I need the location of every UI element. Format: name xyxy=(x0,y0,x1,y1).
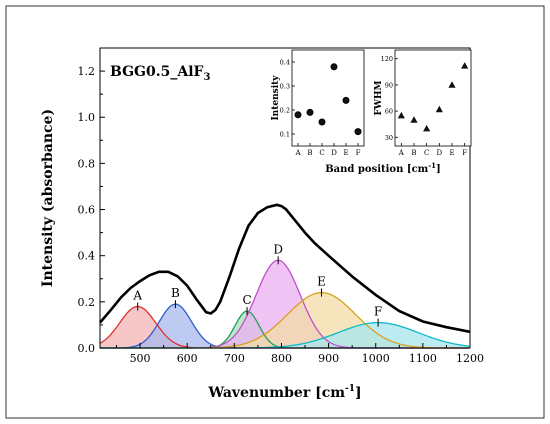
x-tick-label: 600 xyxy=(177,352,198,365)
inset-intensity-y-title: Intensity xyxy=(271,75,281,121)
inset-fwhm-y-axis: 30 60 90 120 xyxy=(381,55,398,142)
y-tick-label: 0.6 xyxy=(78,204,96,217)
x-axis-title: Wavenumber [cm-1] xyxy=(207,384,361,401)
inset-point-D xyxy=(435,105,443,113)
band-label-D: D xyxy=(273,242,283,256)
y-tick-label: 1.2 xyxy=(78,65,96,78)
inset-x-tick-label: D xyxy=(437,149,443,157)
y-axis-title: Intensity (absorbance) xyxy=(40,109,56,287)
inset-fwhm-y-title: FWHM xyxy=(374,80,384,115)
inset-y-tick-label: 30 xyxy=(385,134,393,142)
y-axis: 0.0 0.2 0.4 0.6 0.8 1.0 1.2 xyxy=(78,47,105,355)
x-tick-label: 700 xyxy=(224,352,245,365)
inset-x-tick-label: C xyxy=(319,149,324,157)
y-tick-label: 1.0 xyxy=(78,111,96,124)
band-label-E: E xyxy=(317,275,326,289)
inset-x-tick-label: A xyxy=(294,149,301,157)
band-label-F: F xyxy=(374,305,382,319)
plot-frame xyxy=(99,47,471,349)
inset-fwhm-points xyxy=(397,62,469,132)
inset-point-B xyxy=(306,108,314,116)
chart-title: BGG0.5_AlF3 xyxy=(110,64,210,83)
inset-intensity-y-axis: 0.1 0.2 0.3 0.4 xyxy=(280,59,295,139)
x-tick-label: 900 xyxy=(318,352,339,365)
inset-x-tick-label: E xyxy=(449,149,454,157)
envelope-curve xyxy=(99,203,471,334)
x-tick-label: 1000 xyxy=(362,352,390,365)
band-label-A: A xyxy=(132,288,142,302)
inset-x-tick-label: C xyxy=(424,149,429,157)
inset-x-tick-label: D xyxy=(331,149,337,157)
inset-y-tick-label: 60 xyxy=(385,108,393,116)
inset-x-tick-label: F xyxy=(356,149,361,157)
inset-point-E xyxy=(342,96,350,104)
inset-x-tick-label: B xyxy=(307,149,312,157)
inset-y-tick-label: 0.4 xyxy=(280,59,290,67)
inset-x-axis-title: Band position [cm-1] xyxy=(325,161,441,175)
band-label-C: C xyxy=(242,293,251,307)
inset-y-tick-label: 120 xyxy=(381,55,393,63)
inset-intensity-frame xyxy=(291,49,365,147)
band-labels: A B C D E F xyxy=(132,242,382,327)
x-tick-label: 1200 xyxy=(456,352,484,365)
inset-intensity-points xyxy=(294,63,362,136)
band-fill-D xyxy=(100,260,470,348)
inset-point-A xyxy=(294,111,302,119)
inset-y-tick-label: 0.3 xyxy=(280,83,290,91)
band-label-B: B xyxy=(171,286,180,300)
band-fill-A xyxy=(100,306,470,348)
inset-y-tick-label: 0.2 xyxy=(280,107,290,115)
inset-y-tick-label: 90 xyxy=(385,81,393,89)
inset-y-tick-label: 0.1 xyxy=(280,131,290,139)
x-tick-label: 500 xyxy=(130,352,151,365)
inset-x-tick-label: B xyxy=(411,149,416,157)
inset-point-A xyxy=(397,111,405,119)
inset-point-C xyxy=(318,118,326,126)
inset-x-tick-label: A xyxy=(398,149,405,157)
inset-point-C xyxy=(423,124,431,132)
inset-x-tick-label: F xyxy=(462,149,467,157)
x-axis: 500 600 700 800 900 1000 1100 1200 xyxy=(115,343,484,365)
inset-point-D xyxy=(330,63,338,71)
inset-point-F xyxy=(461,62,469,69)
inset-point-E xyxy=(448,81,456,88)
y-tick-label: 0.4 xyxy=(78,250,96,263)
x-tick-label: 1100 xyxy=(409,352,437,365)
y-tick-label: 0.2 xyxy=(78,296,96,309)
inset-point-B xyxy=(410,116,418,123)
y-tick-label: 0.0 xyxy=(78,342,96,355)
inset-fwhm-frame xyxy=(394,49,472,147)
band-fill-F xyxy=(100,322,470,348)
x-tick-label: 800 xyxy=(271,352,292,365)
inset-point-F xyxy=(354,128,362,136)
band-fill-B xyxy=(100,304,470,348)
y-tick-label: 0.8 xyxy=(78,157,96,170)
inset-x-tick-label: E xyxy=(343,149,348,157)
